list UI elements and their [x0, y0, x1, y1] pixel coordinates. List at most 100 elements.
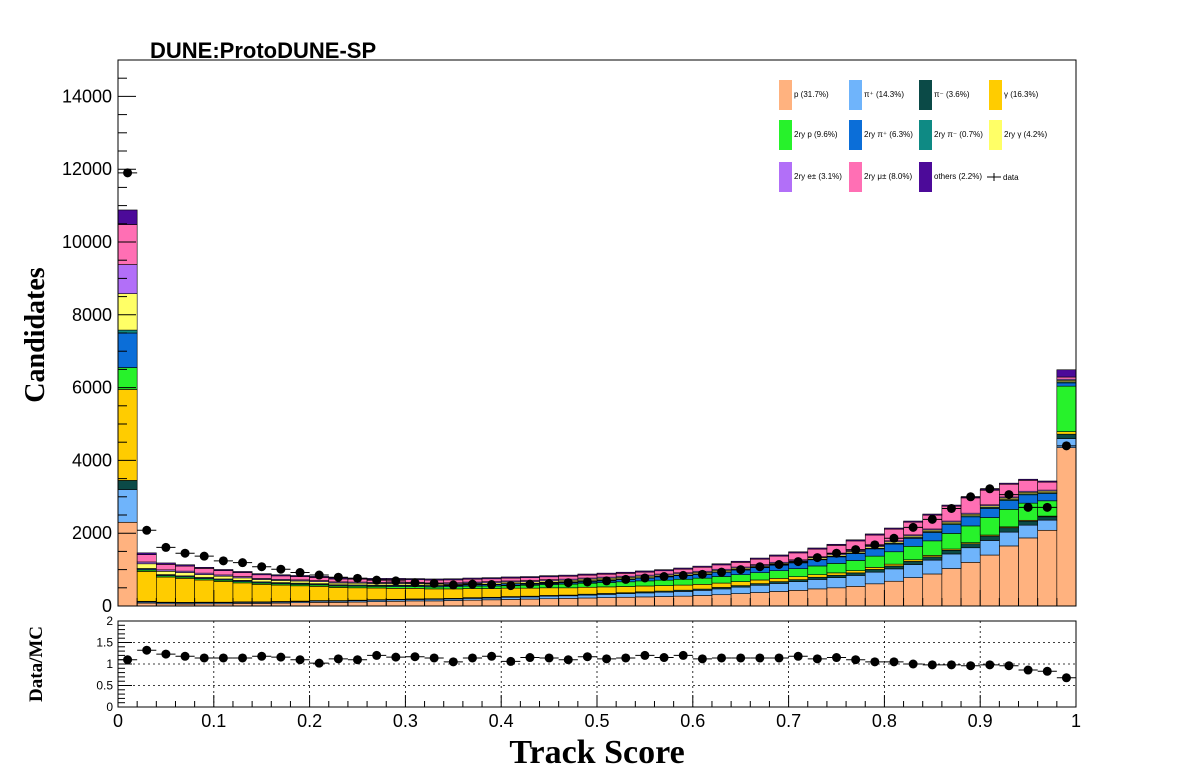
bar-segment-7-6 [233, 578, 252, 581]
bar-segment-9-20 [501, 578, 520, 581]
bar-segment-10-6 [233, 571, 252, 572]
bar-segment-0-14 [386, 601, 405, 606]
bar-segment-4-31 [712, 577, 731, 584]
ratio-point-45 [985, 660, 994, 669]
bar-segment-3-38 [846, 571, 865, 573]
legend-swatch-7 [989, 120, 1002, 150]
bar-segment-0-0 [118, 522, 137, 606]
data-point-37 [832, 549, 841, 558]
data-point-7 [257, 562, 266, 571]
bar-segment-0-22 [540, 599, 559, 606]
bar-segment-10-4 [195, 567, 214, 568]
bar-segment-10-30 [693, 566, 712, 567]
bar-segment-8-0 [118, 265, 137, 294]
bar-segment-0-34 [769, 591, 788, 606]
bar-segment-4-30 [693, 578, 712, 584]
ratio-point-14 [391, 653, 400, 662]
ratio-point-18 [468, 653, 477, 662]
bar-segment-0-47 [1019, 538, 1038, 606]
y-tick-label-5: 10000 [62, 232, 112, 252]
bar-segment-0-24 [578, 598, 597, 606]
bar-segment-10-33 [750, 558, 769, 559]
bar-segment-4-36 [808, 566, 827, 575]
bar-segment-5-39 [865, 549, 884, 556]
bar-segment-0-38 [846, 586, 865, 606]
bar-segment-7-3 [175, 573, 194, 576]
bar-segment-10-47 [1019, 479, 1038, 480]
data-point-26 [621, 575, 630, 584]
y-tick-label-3: 6000 [72, 378, 112, 398]
bar-segment-3-4 [195, 580, 214, 602]
x-tick-label-4: 0.4 [489, 711, 514, 731]
bar-segment-10-46 [999, 483, 1018, 484]
bar-segment-4-40 [884, 552, 903, 564]
bar-segment-5-44 [961, 517, 980, 526]
y-tick-label-1: 2000 [72, 523, 112, 543]
bar-segment-3-16 [425, 589, 444, 599]
bar-segment-3-28 [654, 586, 673, 591]
bar-segment-10-21 [520, 577, 539, 578]
bar-segment-3-26 [616, 587, 635, 593]
bar-segment-10-2 [156, 563, 175, 564]
data-point-5 [219, 556, 228, 565]
y-tick-label-6: 12000 [62, 159, 112, 179]
bar-segment-4-41 [904, 546, 923, 559]
bar-segment-9-2 [156, 564, 175, 569]
ratio-point-38 [851, 655, 860, 664]
bar-segment-2-47 [1019, 521, 1038, 525]
bar-segment-10-32 [731, 561, 750, 562]
bar-segment-2-41 [904, 561, 923, 564]
bar-segment-0-40 [884, 581, 903, 606]
ratio-point-30 [698, 654, 707, 663]
ratio-point-37 [832, 653, 841, 662]
bar-segment-10-19 [482, 578, 501, 579]
x-tick-label-2: 0.2 [297, 711, 322, 731]
bar-segment-4-39 [865, 556, 884, 567]
bar-segment-3-29 [674, 585, 693, 590]
legend-label-5: 2ry π⁺ (6.3%) [864, 130, 913, 139]
bar-segment-3-34 [769, 578, 788, 581]
ratio-point-43 [947, 660, 956, 669]
ratio-point-10 [315, 659, 324, 668]
bar-segment-3-33 [750, 580, 769, 584]
ratio-point-39 [870, 657, 879, 666]
bar-segment-2-38 [846, 573, 865, 576]
data-point-31 [717, 568, 726, 577]
bar-segment-10-20 [501, 577, 520, 578]
data-point-29 [679, 571, 688, 580]
y-tick-label-2: 4000 [72, 450, 112, 470]
bar-segment-0-33 [750, 593, 769, 606]
bar-segment-5-40 [884, 544, 903, 552]
bar-segment-0-44 [961, 562, 980, 606]
bar-segment-3-2 [156, 577, 175, 602]
bar-segment-3-6 [233, 583, 252, 602]
bar-segment-0-23 [559, 598, 578, 606]
x-tick-label-10: 1 [1071, 711, 1081, 731]
bar-segment-0-26 [616, 597, 635, 606]
bar-segment-2-36 [808, 577, 827, 579]
bar-segment-4-37 [827, 563, 846, 572]
bar-segment-3-30 [693, 584, 712, 589]
bar-segment-1-42 [923, 560, 942, 574]
ratio-point-7 [257, 652, 266, 661]
ratio-y-tick-label-2: 1 [106, 657, 113, 671]
ratio-point-15 [410, 652, 419, 661]
bar-segment-9-8 [271, 576, 290, 579]
bar-segment-9-49 [1057, 377, 1076, 379]
bar-segment-10-0 [118, 210, 137, 225]
bar-segment-0-29 [674, 596, 693, 606]
bar-segment-4-34 [769, 571, 788, 579]
bar-segment-7-1 [137, 564, 156, 569]
bar-segment-0-18 [463, 600, 482, 606]
legend-label-3: γ (16.3%) [1004, 90, 1039, 99]
bar-segment-0-13 [367, 602, 386, 606]
y-tick-label-0: 0 [102, 596, 112, 616]
bar-segment-0-49 [1057, 448, 1076, 606]
bar-segment-10-24 [578, 574, 597, 575]
bar-segment-3-31 [712, 583, 731, 587]
bar-segment-5-46 [999, 501, 1018, 510]
bar-segment-0-43 [942, 569, 961, 606]
bar-segment-5-37 [827, 557, 846, 564]
bar-segment-4-43 [942, 533, 961, 549]
bar-segment-3-49 [1057, 432, 1076, 435]
